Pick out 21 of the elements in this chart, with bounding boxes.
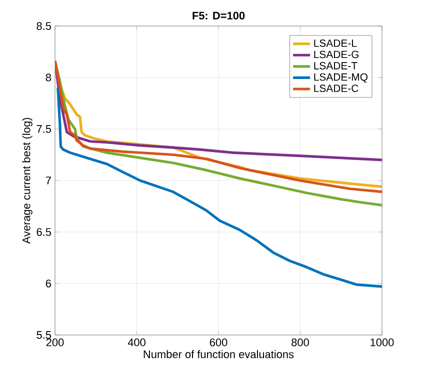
y-tick-label: 8 [46, 74, 51, 82]
x-tick-label: 200 [46, 338, 64, 346]
x-tick-label: 800 [292, 338, 309, 346]
legend-label: LSADE-C [314, 84, 358, 92]
y-tick-label: 8.5 [36, 22, 52, 30]
x-tick-label: 1000 [370, 338, 394, 346]
y-tick-label: 7.5 [36, 125, 52, 133]
y-tick-label: 6 [46, 280, 51, 288]
x-tick-label: 400 [128, 338, 146, 346]
chart-title: F5: D=100 [192, 12, 245, 20]
legend-label: LSADE-MQ [314, 73, 368, 83]
x-tick-label: 600 [210, 338, 228, 346]
y-tick-label: 6.5 [36, 228, 52, 236]
y-tick-label: 5.5 [36, 331, 52, 339]
y-tick-label: 7 [46, 176, 51, 184]
legend-label: LSADE-L [314, 39, 357, 47]
x-axis-title: Number of function evaluations [144, 350, 294, 358]
legend-label: LSADE-T [314, 62, 358, 70]
line-series [56, 86, 382, 288]
legend-label: LSADE-G [314, 50, 358, 58]
y-axis-title: Average current best (log) [22, 118, 32, 244]
